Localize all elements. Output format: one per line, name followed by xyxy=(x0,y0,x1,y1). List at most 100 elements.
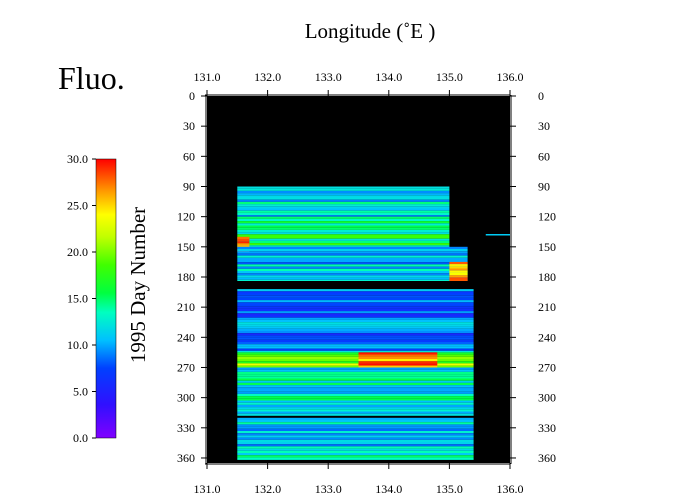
heatmap-scan-line xyxy=(237,193,450,196)
y-tick-label-right: 360 xyxy=(538,451,556,465)
heatmap-region xyxy=(237,216,450,247)
heatmap-scan-line xyxy=(237,232,450,235)
heatmap-scan-line xyxy=(358,359,438,362)
heatmap-scan-line xyxy=(237,257,468,260)
heatmap-scan-line xyxy=(237,300,474,303)
heatmap-scan-line xyxy=(237,208,450,211)
heatmap-scan-line xyxy=(237,239,250,242)
heatmap-scan-line xyxy=(237,289,474,292)
heatmap-scan-line xyxy=(237,227,450,230)
heatmap-scan-line xyxy=(237,413,474,416)
heatmap-scan-line xyxy=(237,369,474,372)
heatmap-scan-line xyxy=(237,268,468,271)
y-tick-label-right: 30 xyxy=(538,119,550,133)
y-ticks-right: 0 30 60 90 120 150 180 210 240 270 300 330 360 xyxy=(510,89,556,465)
heatmap-scan-line xyxy=(237,262,468,265)
heatmap-scan-line xyxy=(449,268,468,271)
heatmap-scan-line xyxy=(237,234,450,237)
heatmap-scan-line xyxy=(237,378,474,381)
heatmap-scan-line xyxy=(237,264,468,267)
heatmap-scan-line xyxy=(237,431,474,434)
heatmap-scan-line xyxy=(237,275,468,278)
heatmap-scan-line xyxy=(237,359,474,362)
heatmap-scan-line xyxy=(237,236,250,239)
heatmap-scan-line xyxy=(237,367,474,370)
x-tick-label-bottom: 135.0 xyxy=(436,482,463,496)
heatmap-scan-line xyxy=(237,398,474,401)
heatmap-scan-line xyxy=(237,342,474,345)
heatmap-scan-line xyxy=(237,396,474,399)
heatmap-scan-line xyxy=(358,365,438,368)
heatmap-scan-line xyxy=(237,433,474,436)
heatmap-region xyxy=(237,367,474,416)
heatmap-scan-line xyxy=(237,293,474,296)
heatmap-scan-line xyxy=(237,311,474,314)
y-tick-label-left: 270 xyxy=(177,360,195,374)
heatmap-scan-line xyxy=(237,210,450,213)
heatmap-scan-line xyxy=(237,426,474,429)
heatmap-scan-line xyxy=(237,331,474,334)
heatmap-scan-line xyxy=(237,215,450,217)
heatmap-scan-line xyxy=(237,277,468,280)
colorbar-tick-label: 25.0 xyxy=(67,199,88,213)
y-tick-label-right: 180 xyxy=(538,270,556,284)
heatmap-scan-line xyxy=(237,404,474,408)
heatmap-scan-line xyxy=(237,245,450,247)
heatmap-scan-line xyxy=(237,218,450,222)
heatmap-scan-line xyxy=(237,333,474,336)
x-tick-label-bottom: 133.0 xyxy=(315,482,342,496)
heatmap-scan-line xyxy=(237,411,474,414)
heatmap-scan-line xyxy=(358,354,438,357)
heatmap-scan-line xyxy=(237,350,474,353)
y-tick-label-left: 30 xyxy=(183,119,195,133)
heatmap-scan-line xyxy=(237,385,474,388)
heatmap-scan-line xyxy=(237,365,474,368)
y-tick-label-right: 90 xyxy=(538,179,550,193)
y-tick-label-right: 210 xyxy=(538,300,556,314)
heatmap-scan-line xyxy=(237,422,474,425)
y-tick-label-right: 330 xyxy=(538,421,556,435)
heatmap-scan-line xyxy=(237,339,474,342)
heatmap-scan-line xyxy=(237,380,474,383)
heatmap-scan-line xyxy=(449,277,468,280)
heatmap-scan-line xyxy=(358,356,438,359)
y-tick-label-left: 90 xyxy=(183,179,195,193)
y-tick-label-left: 60 xyxy=(183,149,195,163)
heatmap-scan-line xyxy=(358,361,438,364)
y-tick-label-left: 120 xyxy=(177,210,195,224)
heatmap-region xyxy=(237,417,474,460)
heatmap-scan-line xyxy=(237,199,450,202)
heatmap-scan-line xyxy=(237,363,474,366)
heatmap-scan-line xyxy=(237,371,474,375)
x-tick-label-top: 134.0 xyxy=(375,70,402,84)
heatmap-scan-line xyxy=(237,446,474,449)
heatmap-scan-line xyxy=(237,313,474,316)
heatmap-scan-line xyxy=(237,190,450,194)
y-tick-label-right: 270 xyxy=(538,360,556,374)
colorbar-tick-label: 5.0 xyxy=(73,385,88,399)
heatmap-scan-line xyxy=(237,253,468,256)
x-axis-label: Longitude (˚E ) xyxy=(305,19,436,43)
heatmap-scan-line xyxy=(237,240,450,244)
x-tick-label-top: 131.0 xyxy=(194,70,221,84)
heatmap-scan-line xyxy=(237,206,450,209)
heatmap-scan-line xyxy=(237,453,474,456)
heatmap-scan-line xyxy=(358,363,438,366)
heatmap-scan-line xyxy=(237,197,450,200)
y-tick-label-right: 0 xyxy=(538,89,544,103)
heatmap-scan-line xyxy=(237,236,450,239)
heatmap-region xyxy=(237,246,468,281)
heatmap-scan-line xyxy=(237,260,468,263)
y-tick-label-left: 360 xyxy=(177,451,195,465)
colorbar-tick-label: 30.0 xyxy=(67,152,88,166)
y-tick-label-left: 150 xyxy=(177,240,195,254)
heatmap-region xyxy=(237,289,474,323)
heatmap-scan-line xyxy=(237,304,474,307)
heatmap-scan-line xyxy=(237,319,474,323)
colorbar-tick-label: 20.0 xyxy=(67,245,88,259)
heatmap-scan-line xyxy=(237,238,450,241)
heatmap-scan-line xyxy=(237,344,474,347)
heatmap-scan-line xyxy=(449,270,468,273)
heatmap-scan-line xyxy=(237,225,450,228)
heatmap-scan-line xyxy=(237,212,450,216)
